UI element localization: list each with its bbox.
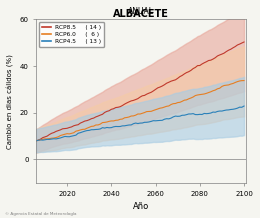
Text: ANUAL: ANUAL bbox=[128, 7, 154, 16]
Y-axis label: Cambio en dias cálidos (%): Cambio en dias cálidos (%) bbox=[7, 54, 14, 148]
X-axis label: Año: Año bbox=[133, 202, 149, 211]
Legend: RCP8.5     ( 14 ), RCP6.0     (  6 ), RCP4.5     ( 13 ): RCP8.5 ( 14 ), RCP6.0 ( 6 ), RCP4.5 ( 13… bbox=[39, 22, 105, 47]
Text: © Agencia Estatal de Meteorología: © Agencia Estatal de Meteorología bbox=[5, 212, 77, 216]
Title: ALBACETE: ALBACETE bbox=[113, 9, 169, 19]
